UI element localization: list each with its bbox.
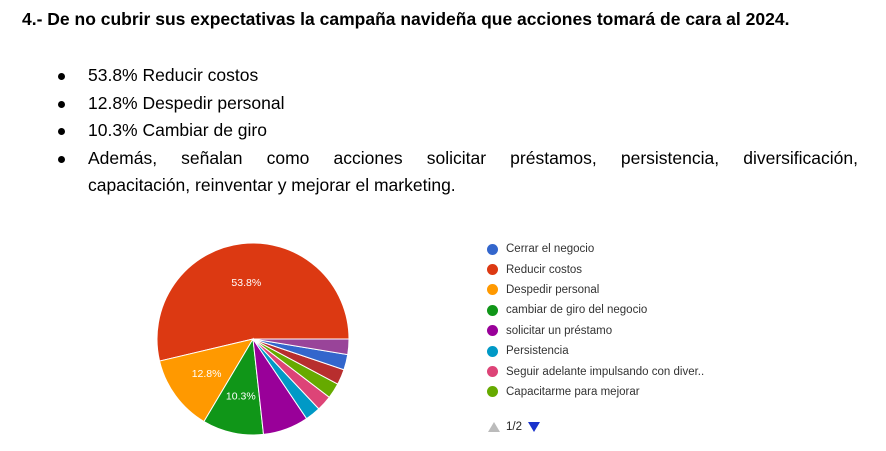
pie-slice <box>252 338 350 356</box>
legend-pager: 1/2 <box>488 421 540 433</box>
legend-label: cambiar de giro del negocio <box>506 304 648 317</box>
legend-label: Capacitarme para mejorar <box>506 385 640 398</box>
pie-data-label: 12.8% <box>192 368 222 380</box>
legend-swatch <box>487 366 498 378</box>
legend-item: Reducir costos <box>487 259 704 279</box>
legend-label: solicitar un préstamo <box>506 324 613 337</box>
pager-text: 1/2 <box>506 421 522 433</box>
legend-item: Cerrar el negocio <box>487 239 704 259</box>
question-heading: 4.- De no cubrir sus expectativas la cam… <box>22 9 790 29</box>
bullet-dot <box>58 100 65 108</box>
bullet-dot <box>58 155 65 163</box>
legend-swatch <box>487 345 498 357</box>
legend-swatch <box>487 284 498 296</box>
bullet-list: 53.8% Reducir costos 12.8% Despedir pers… <box>58 62 858 200</box>
legend-swatch <box>487 325 498 337</box>
bullet-item: 12.8% Despedir personal <box>58 90 858 118</box>
legend-label: Cerrar el negocio <box>506 243 595 256</box>
legend-label: Reducir costos <box>506 263 583 276</box>
legend-swatch <box>487 243 498 255</box>
pie-slice <box>156 242 350 362</box>
chart-legend: Cerrar el negocio Reducir costos Despedir … <box>487 239 704 402</box>
legend-swatch <box>487 386 498 398</box>
legend-item: Seguir adelante impulsando con diver.. <box>487 361 704 381</box>
pie-data-label: 53.8% <box>231 277 261 289</box>
legend-item: Persistencia <box>487 341 704 361</box>
bullet-item: 10.3% Cambiar de giro <box>58 117 858 145</box>
bullet-item: 53.8% Reducir costos <box>58 62 858 90</box>
legend-item: solicitar un préstamo <box>487 321 704 341</box>
bullet-text-line-1: Además, señalan como acciones solicitar … <box>88 147 858 168</box>
page-up-icon[interactable] <box>488 422 500 432</box>
bullet-text: 10.3% Cambiar de giro <box>88 120 267 140</box>
pie-chart: 53.8% 12.8% 10.3% <box>156 242 350 436</box>
pie-slice <box>158 338 255 423</box>
bullet-item: Además, señalan como acciones solicitar … <box>58 145 858 200</box>
bullet-text: 53.8% Reducir costos <box>88 65 259 85</box>
pie-data-label: 10.3% <box>226 390 256 402</box>
bullet-dot <box>58 73 65 80</box>
bullet-dot <box>58 128 65 135</box>
legend-label: Seguir adelante impulsando con diver.. <box>506 365 705 378</box>
legend-label: Despedir personal <box>506 283 600 296</box>
page-down-icon[interactable] <box>528 422 540 432</box>
legend-swatch <box>487 264 498 276</box>
legend-item: Despedir personal <box>487 280 704 300</box>
bullet-text: 12.8% Despedir personal <box>88 92 285 113</box>
bullet-text-line-2: capacitación, reinventar y mejorar el ma… <box>88 175 456 195</box>
legend-swatch <box>487 304 498 316</box>
legend-label: Persistencia <box>506 345 569 358</box>
legend-item: cambiar de giro del negocio <box>487 300 704 320</box>
legend-item: Capacitarme para mejorar <box>487 382 704 402</box>
